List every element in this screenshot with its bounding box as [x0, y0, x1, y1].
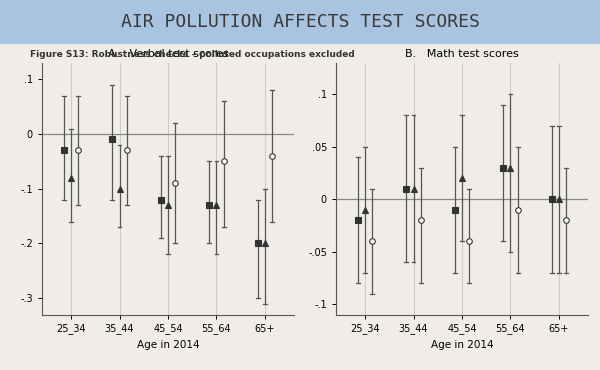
Title: B.   Math test scores: B. Math test scores: [405, 49, 519, 59]
X-axis label: Age in 2014: Age in 2014: [431, 340, 493, 350]
X-axis label: Age in 2014: Age in 2014: [137, 340, 199, 350]
Text: AIR POLLUTION AFFECTS TEST SCORES: AIR POLLUTION AFFECTS TEST SCORES: [121, 13, 479, 31]
Title: A.   Verbal test scores: A. Verbal test scores: [107, 49, 229, 59]
Text: Figure S13: Robustness checks – polluted occupations excluded: Figure S13: Robustness checks – polluted…: [30, 50, 355, 59]
